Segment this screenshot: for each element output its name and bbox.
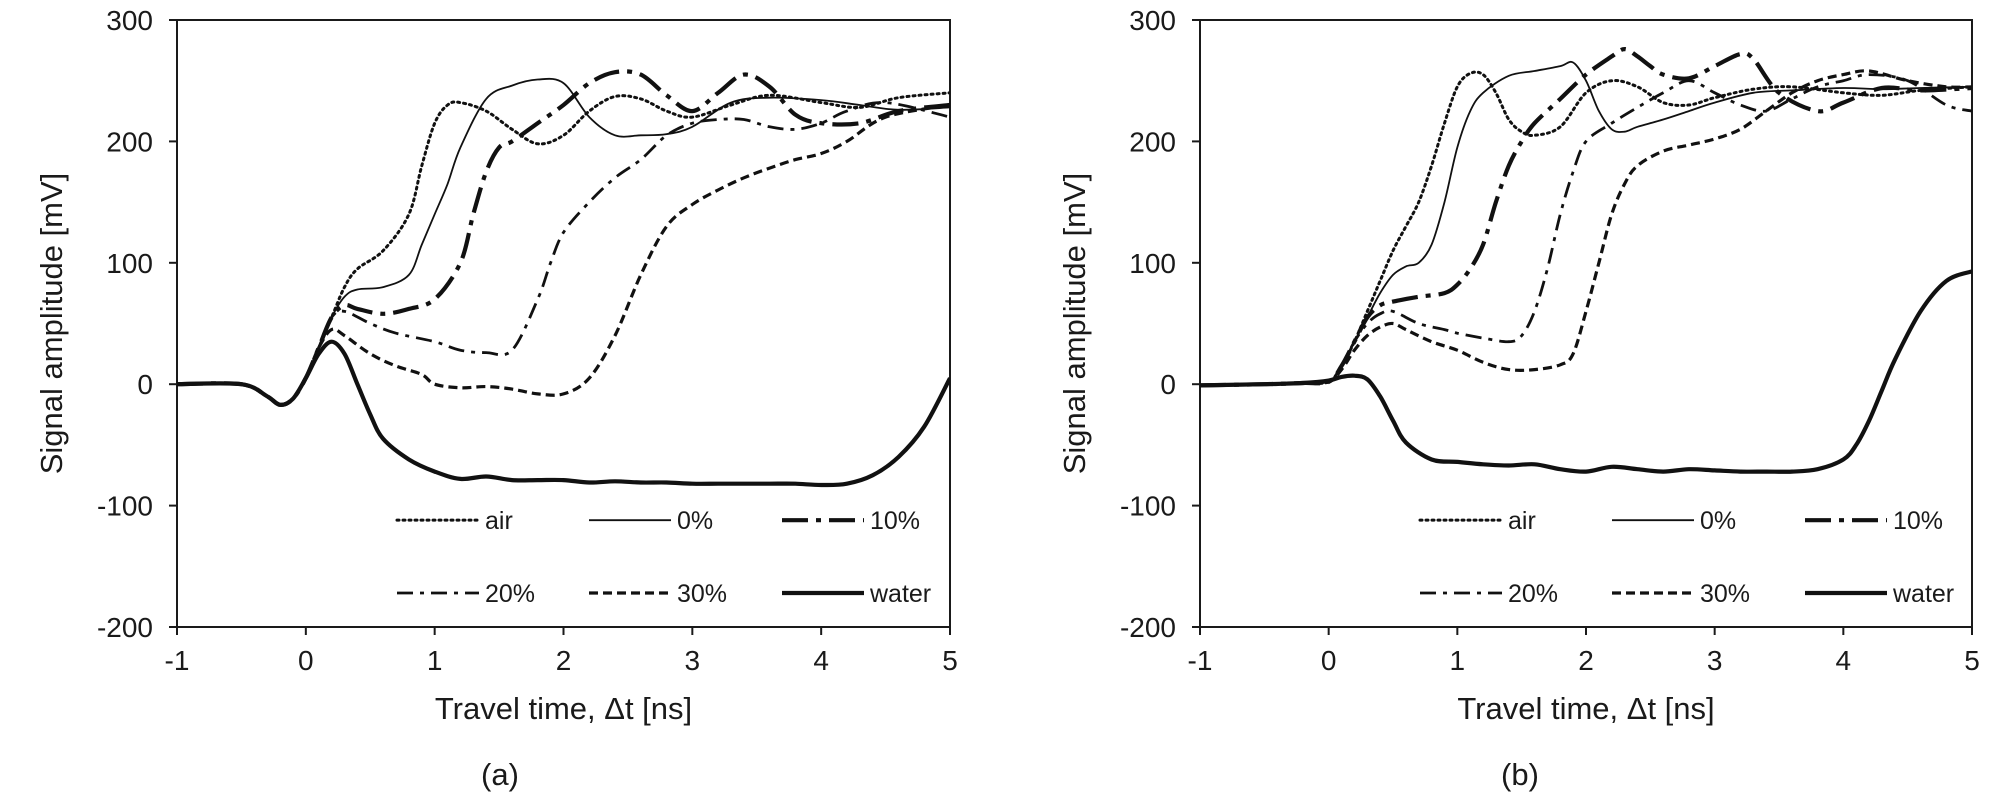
series-line-air: [1200, 70, 1972, 387]
plot-frame: [176, 19, 951, 628]
legend-label: 30%: [1700, 580, 1750, 608]
y-axis-label: Signal amplitude [mV]: [1057, 173, 1092, 475]
series-line-air: [177, 91, 950, 407]
x-tick-label: 1: [1450, 645, 1466, 676]
legend: air 0% 10% 20% 30% water: [395, 507, 931, 608]
y-tick-label: 0: [137, 369, 153, 400]
plot-frame: [1199, 19, 1973, 628]
y-tick-label: 100: [106, 248, 153, 279]
series-lines: [1200, 47, 1972, 474]
y-axis-label: Signal amplitude [mV]: [34, 173, 69, 475]
x-tick-label: 4: [1836, 645, 1852, 676]
series-line-30pct: [1200, 69, 1972, 387]
legend-label: 0%: [677, 507, 713, 535]
y-tick-label: -200: [1120, 612, 1176, 643]
series-line-0pct: [1200, 60, 1972, 387]
legend-label: 0%: [1700, 507, 1736, 535]
x-tick-label: 2: [1578, 645, 1594, 676]
series-line-20pct: [1200, 73, 1972, 387]
y-tick-label: -100: [1120, 491, 1176, 522]
legend-label: 20%: [485, 580, 535, 608]
legend-label: water: [1892, 580, 1954, 608]
legend-label: 20%: [1508, 580, 1558, 608]
y-tick-label: 200: [106, 126, 153, 157]
panel-label: (a): [481, 757, 519, 792]
x-tick-label: 3: [1707, 645, 1723, 676]
x-tick-label: -1: [165, 645, 190, 676]
legend-label: 10%: [1893, 507, 1943, 535]
legend-label: air: [485, 507, 513, 535]
y-tick-label: 300: [1129, 5, 1176, 36]
x-axis-label: Travel time, Δt [ns]: [1457, 691, 1714, 726]
x-tick-label: 0: [298, 645, 314, 676]
x-axis-label: Travel time, Δt [ns]: [435, 691, 692, 726]
chart-panel-b: -1 0 1 2 3 4 5 -200 -100 0 100 200 300 Travel time, Δ…: [1057, 5, 1980, 792]
series-line-water: [1200, 269, 1972, 474]
legend-label: 30%: [677, 580, 727, 608]
chart-panel-a: -1 0 1 2 3 4 5 -200 -100 0 100 200 300 Travel time, Δ…: [34, 5, 958, 792]
y-tick-label: 0: [1160, 369, 1176, 400]
x-tick-label: 2: [556, 645, 572, 676]
x-tick-label: 5: [1964, 645, 1980, 676]
y-tick-label: 100: [1129, 248, 1176, 279]
series-line-water: [177, 339, 950, 488]
x-tick-label: 0: [1321, 645, 1337, 676]
legend: air 0% 10% 20% 30% water: [1418, 507, 1954, 608]
panel-label: (b): [1501, 757, 1539, 792]
series-line-10pct: [1200, 47, 1972, 388]
series-lines: [177, 69, 950, 488]
legend-label: water: [869, 580, 931, 608]
x-tick-label: 4: [813, 645, 829, 676]
y-tick-label: 200: [1129, 126, 1176, 157]
y-tick-label: -100: [97, 491, 153, 522]
y-tick-label: 300: [106, 5, 153, 36]
x-tick-label: 5: [942, 645, 958, 676]
x-tick-label: 1: [427, 645, 443, 676]
legend-label: air: [1508, 507, 1536, 535]
series-line-10pct: [177, 69, 950, 407]
y-tick-label: -200: [97, 612, 153, 643]
x-tick-label: 3: [685, 645, 701, 676]
series-line-0pct: [177, 77, 950, 406]
x-tick-label: -1: [1188, 645, 1213, 676]
legend-label: 10%: [870, 507, 920, 535]
series-line-30pct: [177, 103, 950, 407]
